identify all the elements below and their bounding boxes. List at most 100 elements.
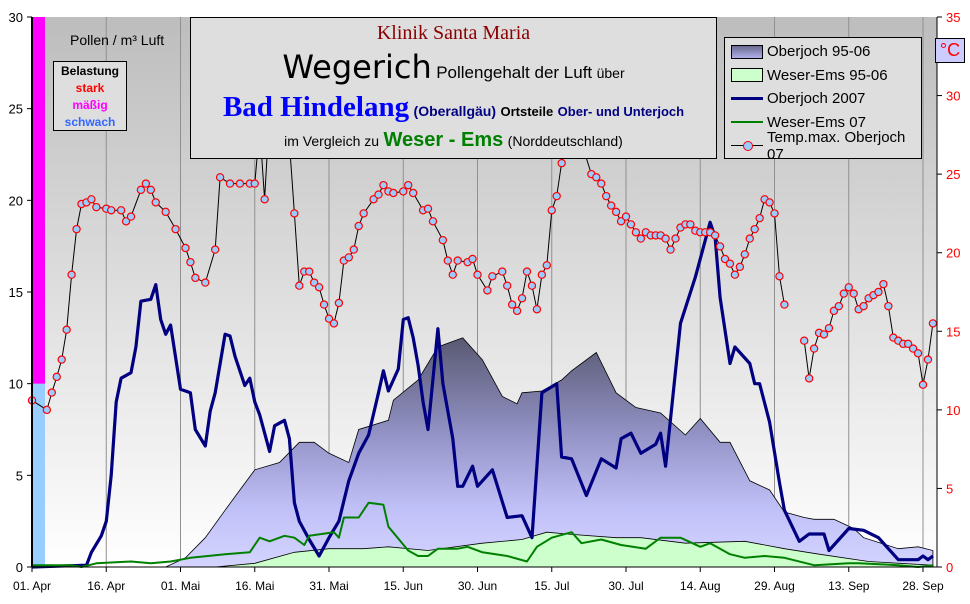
temp-marker (671, 234, 680, 243)
temp-marker (775, 272, 784, 281)
temp-marker (829, 306, 839, 316)
temp-marker (121, 217, 131, 226)
temp-marker (522, 267, 532, 276)
temp-marker (62, 325, 71, 334)
temp-marker (354, 221, 363, 231)
temp-marker (928, 319, 938, 328)
subtitle: Pollengehalt der Luft (436, 63, 593, 82)
ortsteile-label: Ortsteile (500, 104, 554, 119)
title-line-4: im Vergleich zu Weser - Ems (Norddeutsch… (191, 128, 716, 154)
temp-marker (235, 179, 245, 188)
legend-label: Oberjoch 95-06 (767, 43, 871, 61)
temp-marker (215, 173, 225, 182)
temp-marker (349, 245, 358, 254)
temp-marker (547, 206, 556, 215)
temp-marker (849, 289, 858, 298)
title-line-2: Wegerich Pollengehalt der Luft über (191, 50, 716, 91)
x-tick-label: 15. Jun (384, 579, 423, 593)
temp-marker (507, 300, 517, 309)
temp-marker (839, 289, 849, 298)
temp-marker (804, 374, 814, 383)
area-weser-ems-95-06 (32, 531, 934, 568)
temp-marker (592, 173, 601, 182)
temp-marker (210, 245, 220, 254)
temp-marker (597, 179, 606, 188)
temp-marker (517, 294, 527, 303)
y2-tick-label: 20 (946, 246, 960, 261)
plant-name: Wegerich (282, 48, 432, 86)
legend-item-temp-max: Temp.max. Oberjoch 07 (725, 129, 921, 163)
legend-item-weser-ems-07: Weser-Ems 07 (725, 111, 921, 135)
temp-marker (918, 380, 928, 389)
title-box: Klinik Santa Maria Wegerich Pollengehalt… (190, 17, 717, 159)
temp-marker (616, 217, 626, 226)
y2-tick-label: 5 (946, 481, 953, 496)
y2-axis-unit: °C (935, 38, 965, 63)
temp-marker (72, 224, 81, 234)
x-tick-label: 16. Apr (87, 579, 125, 593)
temp-marker (874, 287, 883, 297)
compare-label: im Vergleich zu (284, 133, 380, 149)
compare-region: (Norddeutschland) (507, 133, 623, 149)
temp-marker (324, 314, 334, 323)
y-tick-label: 20 (9, 193, 23, 208)
temp-marker (191, 273, 200, 283)
temp-marker (611, 207, 621, 217)
temp-marker (913, 349, 923, 358)
temp-marker (557, 158, 566, 168)
temp-marker (809, 344, 819, 353)
temp-marker (309, 278, 319, 287)
temp-marker (884, 301, 893, 311)
line-oberjoch-2007 (31, 220, 934, 569)
temp-marker (602, 191, 611, 201)
belastung-band (33, 17, 45, 384)
temp-marker (374, 190, 383, 199)
temp-marker (780, 300, 789, 309)
temp-marker (260, 195, 269, 204)
legend-label: Oberjoch 2007 (767, 90, 866, 108)
temp-marker (661, 234, 670, 243)
temp-marker (404, 180, 413, 190)
temp-marker (52, 372, 61, 382)
belastung-stark: stark (75, 81, 105, 95)
temp-marker (631, 228, 641, 237)
x-tick-label: 30. Jun (458, 579, 497, 593)
temp-marker (250, 179, 259, 188)
place-name: Bad Hindelang (222, 91, 410, 123)
temp-marker (715, 242, 725, 251)
temp-marker (67, 270, 76, 279)
temp-marker (532, 305, 542, 314)
temp-marker (730, 270, 740, 279)
legend-item-oberjoch-95-06: Oberjoch 95-06 (725, 40, 921, 64)
temp-marker (621, 212, 631, 221)
temp-marker (770, 209, 779, 218)
temp-marker (453, 256, 462, 265)
x-tick-label: 15. Jul (534, 579, 569, 593)
temp-marker (106, 206, 116, 215)
x-tick-label: 14. Aug (680, 579, 721, 593)
temp-marker (329, 319, 339, 328)
temp-marker (503, 281, 512, 290)
temp-marker (735, 262, 745, 272)
y-tick-label: 10 (9, 377, 23, 392)
title-line-3: Bad Hindelang (Oberallgäu) Ortsteile Obe… (191, 91, 716, 128)
belastung-bands (33, 17, 45, 567)
temp-marker (161, 207, 170, 217)
temp-marker (686, 220, 695, 229)
temp-marker (626, 220, 636, 229)
y2-tick-label: 35 (946, 10, 960, 25)
legend-label: Weser-Ems 95-06 (767, 66, 888, 84)
temp-marker (92, 202, 101, 212)
belastung-heading: Belastung (60, 64, 119, 78)
axes: 01. Apr 16. Apr 01. Mai 16. Mai 31. Mai 15. J… (9, 10, 961, 593)
temp-marker (146, 185, 155, 195)
districts: Ober- und Unterjoch (557, 104, 685, 119)
belastung-box: Belastung stark mäßig schwach (53, 61, 127, 131)
temp-marker (765, 198, 774, 207)
temp-marker (359, 209, 368, 218)
temp-marker (389, 188, 398, 198)
temp-marker (473, 270, 482, 279)
temp-marker (42, 405, 52, 415)
region-name: (Oberallgäu) (413, 103, 497, 119)
temp-marker (225, 179, 235, 188)
